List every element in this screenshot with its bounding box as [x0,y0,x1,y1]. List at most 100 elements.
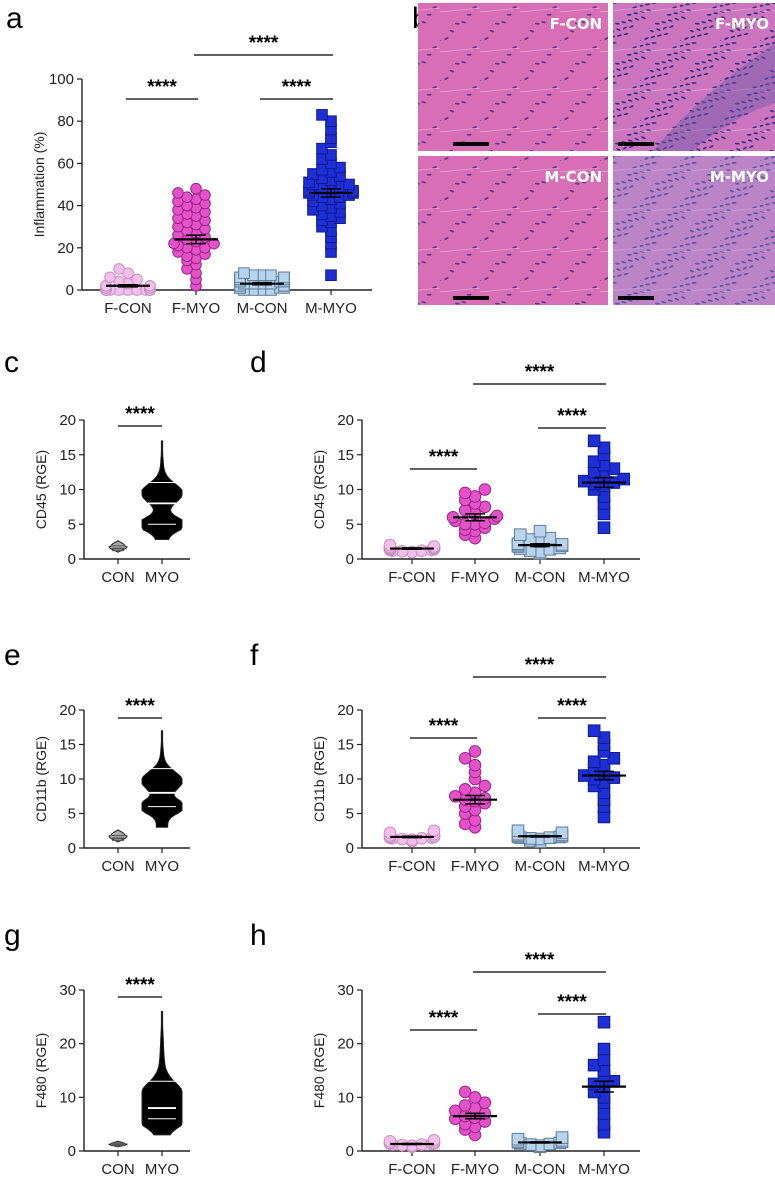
data-point [458,1085,472,1099]
significance-stars: **** [282,77,312,98]
y-tick-label: 15 [59,737,76,754]
histology-label: M-MYO [710,168,769,186]
y-tick-label: 40 [57,198,74,215]
significance-stars: **** [125,975,155,996]
data-point [468,1091,482,1104]
data-point [511,824,525,838]
data-point [587,755,601,769]
series-m-con [511,1131,569,1154]
data-point [587,434,601,448]
violin-con [108,829,128,843]
y-tick-label: 10 [59,771,76,788]
data-point [555,826,569,840]
y-tick-label: 100 [49,71,74,88]
y-tick-label: 30 [337,982,354,999]
y-tick-label: 0 [68,1143,76,1160]
histology-image: M-CON [418,156,608,305]
y-tick-label: 20 [337,702,354,719]
y-tick-label: 20 [337,412,354,429]
x-tick-label: MYO [145,858,179,875]
x-tick-label: CON [101,569,134,586]
y-tick-label: 0 [346,840,354,857]
histology-image: M-MYO [613,156,775,305]
series-f-myo [448,745,497,834]
data-point [511,1132,525,1146]
y-tick-label: 15 [337,447,354,464]
significance-stars: **** [557,696,587,717]
y-axis-title: CD45 (RGE) [311,450,327,529]
y-tick-label: 20 [59,412,76,429]
violin-body [141,730,183,828]
violin-body [141,1011,183,1136]
significance-stars: **** [429,716,459,737]
y-tick-label: 0 [346,1143,354,1160]
violin-myo [141,1011,183,1136]
data-point [427,824,441,838]
data-point [316,109,328,121]
chart-h: 0 10 20 30 F-CON F-MYO M-CON M-MYO F480 (RGE) ***… [311,950,640,1178]
y-axis-title: CD11b (RGE) [33,736,49,822]
panel-letter-e: e [4,639,21,672]
significance-stars: **** [557,992,587,1013]
x-tick-label: F-CON [104,300,152,317]
data-point [325,149,337,161]
data-point [587,455,601,468]
data-point [587,724,601,738]
x-tick-label: M-MYO [578,858,630,875]
y-tick-label: 10 [59,1089,76,1106]
data-point [325,115,337,128]
data-point [478,1096,492,1109]
y-tick-label: 10 [337,1089,354,1106]
violin-body [141,440,183,540]
chart-g: 0 10 20 30 CON MYO F480 (RGE) **** [33,975,190,1178]
y-tick-label: 0 [346,551,354,568]
x-tick-label: F-MYO [172,300,220,317]
histology-label: M-CON [545,168,602,186]
data-point [458,783,472,796]
chart-d: 0 5 10 15 20 F-CON F-MYO M-CON M-MYO CD45 (RGE) **… [311,362,640,586]
data-point [172,187,184,199]
series-m-con [511,524,569,560]
histology-panel: F-CON F-MYO M-CON M-MYO [418,3,775,305]
significance-stars: **** [249,33,279,54]
chart-f: 0 5 10 15 20 F-CON F-MYO M-CON M-MYO CD11b (RGE) *… [311,655,640,875]
y-tick-label: 5 [346,806,354,823]
y-tick-label: 0 [66,282,74,299]
y-tick-label: 15 [59,447,76,464]
y-tick-label: 20 [57,240,74,257]
y-tick-label: 5 [68,806,76,823]
scale-bar [453,296,489,300]
y-tick-label: 15 [337,737,354,754]
y-axis-title: F480 (RGE) [33,1033,49,1108]
y-axis-title: CD11b (RGE) [311,736,327,822]
data-point [597,1015,611,1029]
panel-letter-a: a [6,2,23,35]
x-tick-label: F-CON [388,569,436,586]
data-point [468,745,482,758]
data-point [427,540,441,553]
x-tick-label: M-MYO [578,1161,630,1178]
y-tick-label: 30 [59,982,76,999]
violin-myo [141,730,183,828]
y-tick-label: 5 [346,516,354,533]
violin-con [108,540,128,553]
significance-stars: **** [557,406,587,427]
significance-stars: **** [525,655,555,676]
significance-stars: **** [125,696,155,717]
data-point [617,472,631,486]
series-f-con [383,1133,441,1154]
data-point [577,474,591,488]
data-point [513,528,527,541]
significance-stars: **** [525,950,555,971]
significance-stars: **** [429,447,459,468]
data-point [597,1053,611,1067]
data-point [265,269,277,282]
panel-letter-g: g [4,919,21,952]
x-tick-label: CON [101,1161,134,1178]
y-axis-title: F480 (RGE) [311,1033,327,1108]
series-m-myo [577,434,631,535]
series-f-con [383,538,441,559]
data-point [104,271,116,284]
x-tick-label: F-MYO [451,858,499,875]
